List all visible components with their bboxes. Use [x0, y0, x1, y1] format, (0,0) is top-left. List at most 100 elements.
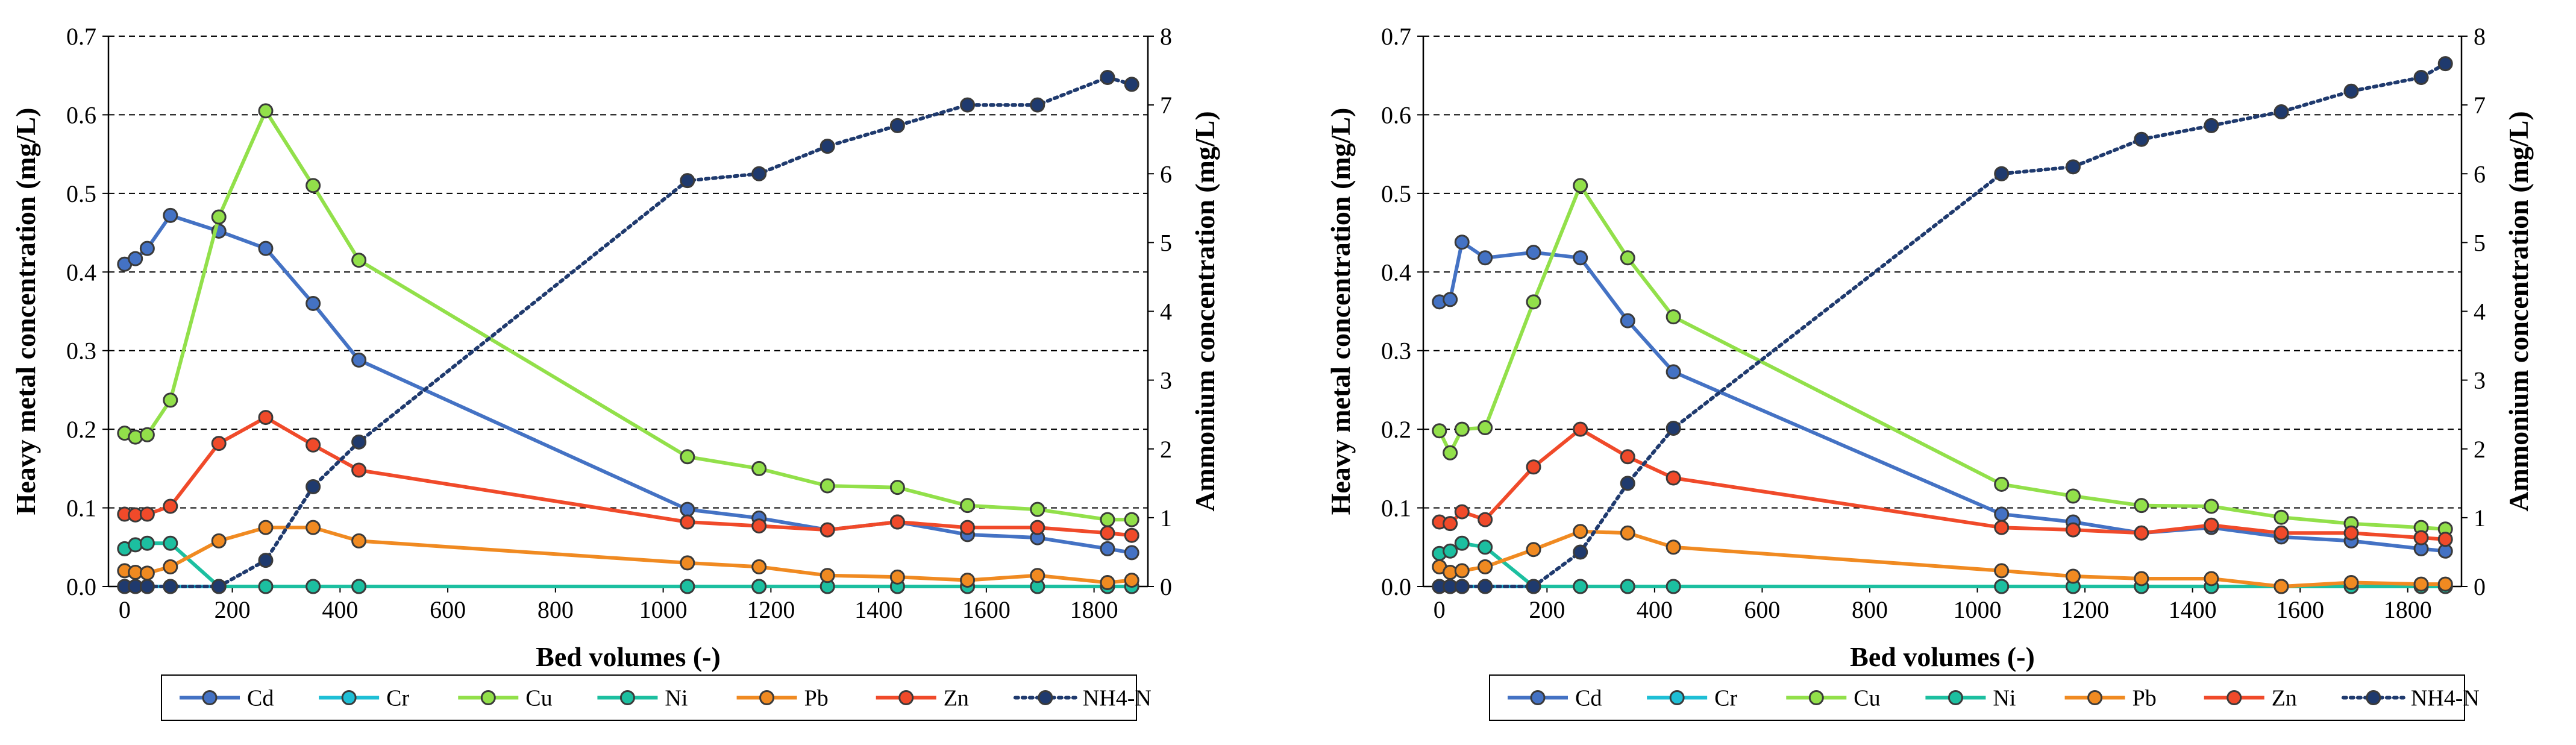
data-point: [163, 498, 178, 514]
x-tick-label: 400: [322, 596, 358, 623]
data-point: [1573, 524, 1588, 539]
data-point: [211, 436, 227, 451]
data-point: [1666, 309, 1681, 325]
data-point: [751, 559, 767, 574]
data-point: [1620, 579, 1635, 594]
x-tick-label: 1400: [2169, 596, 2217, 623]
data-point: [751, 518, 767, 534]
data-point: [889, 480, 905, 495]
legend-marker: [341, 690, 357, 705]
y2-axis-title: Ammonium concentration (mg/L): [1189, 111, 1220, 511]
data-point: [306, 520, 321, 535]
data-point: [258, 520, 274, 535]
data-point: [1124, 545, 1139, 561]
y2-tick-label: 3: [2474, 367, 2486, 394]
data-point: [1620, 449, 1635, 465]
legend-label: Cu: [1854, 686, 1880, 711]
data-point: [2204, 517, 2219, 533]
data-point: [1124, 573, 1139, 588]
data-point: [139, 565, 155, 581]
data-point: [1100, 69, 1115, 85]
data-point: [960, 97, 976, 113]
data-point: [2134, 525, 2149, 541]
legend: Cd Cr Cu Ni Pb Zn NH4-N: [161, 674, 1152, 721]
x-tick-label: 1400: [854, 596, 903, 623]
y-tick-label: 0.3: [1381, 338, 1411, 365]
y-tick-label: 0.2: [1381, 416, 1411, 443]
data-point: [2437, 576, 2453, 592]
data-point: [1454, 579, 1470, 594]
data-point: [306, 479, 321, 495]
data-point: [680, 449, 695, 465]
data-point: [1666, 421, 1681, 436]
data-point: [163, 207, 178, 223]
data-point: [1443, 543, 1458, 559]
y-tick-label: 0.4: [1381, 259, 1411, 286]
data-point: [1620, 250, 1635, 266]
data-point: [1454, 563, 1470, 579]
x-tick-label: 1000: [1954, 596, 2002, 623]
legend-item-nh4-n: NH4-N: [1013, 686, 1152, 711]
data-point: [2343, 525, 2359, 541]
data-point: [139, 240, 155, 256]
data-point: [1620, 313, 1635, 328]
legend: Cd Cr Cu Ni Pb Zn NH4-N: [1489, 674, 2480, 721]
legend-label: NH4-N: [1083, 686, 1152, 711]
legend-item-zn: Zn: [2204, 686, 2297, 711]
legend-label: Zn: [2272, 686, 2297, 711]
y-tick-label: 0.6: [66, 101, 96, 128]
y2-tick-label: 8: [2474, 23, 2486, 50]
series-line-cu: [1438, 183, 2446, 531]
data-point: [1100, 512, 1115, 527]
data-point: [889, 569, 905, 585]
legend-label: Cd: [1575, 686, 1602, 711]
y-tick-label: 0.4: [66, 259, 96, 286]
data-point: [1478, 559, 1493, 574]
legend-item-cd: Cd: [1508, 686, 1602, 711]
legend-marker: [898, 690, 914, 705]
data-point: [306, 437, 321, 453]
legend-item-zn: Zn: [876, 686, 969, 711]
data-point: [2413, 576, 2429, 592]
data-point: [1620, 476, 1635, 491]
data-point: [351, 434, 367, 450]
data-point: [1573, 421, 1588, 437]
data-point: [1100, 574, 1115, 590]
series-line-cd: [1439, 240, 2446, 553]
series-line-cd: [124, 213, 1132, 555]
legend-label: Cr: [1714, 686, 1737, 711]
data-point: [1573, 250, 1588, 266]
y2-tick-label: 4: [1160, 298, 1172, 325]
legend-marker: [2087, 690, 2103, 705]
legend-item-cd: Cd: [180, 686, 274, 711]
data-point: [680, 514, 695, 530]
legend-marker: [1038, 690, 1053, 705]
legend-label: Ni: [665, 686, 688, 711]
legend-label: NH4-N: [2411, 686, 2480, 711]
y2-tick-label: 7: [1160, 92, 1172, 119]
data-point: [889, 118, 905, 133]
legend-item-cr: Cr: [1647, 686, 1737, 711]
data-point: [306, 579, 321, 594]
data-point: [1620, 525, 1635, 541]
legend-item-pb: Pb: [736, 686, 829, 711]
data-point: [306, 295, 321, 311]
data-point: [1526, 542, 1541, 558]
data-point: [1666, 470, 1681, 486]
y-tick-label: 0.5: [66, 180, 96, 207]
data-point: [1124, 77, 1139, 92]
data-point: [2134, 131, 2149, 147]
x-tick-label: 600: [430, 596, 466, 623]
data-point: [258, 579, 274, 594]
legend-marker: [1808, 690, 1824, 705]
data-point: [1124, 527, 1139, 543]
legend-item-ni: Ni: [597, 686, 688, 711]
y-tick-label: 0.5: [1381, 180, 1411, 207]
y-tick-label: 0.1: [66, 495, 96, 522]
y-tick-label: 0.1: [1381, 495, 1411, 522]
y2-tick-label: 6: [2474, 160, 2486, 187]
series-line-zn: [124, 415, 1132, 538]
data-point: [258, 103, 274, 119]
y-axis-title: Heavy metal concentration (mg/L): [1325, 108, 1356, 515]
